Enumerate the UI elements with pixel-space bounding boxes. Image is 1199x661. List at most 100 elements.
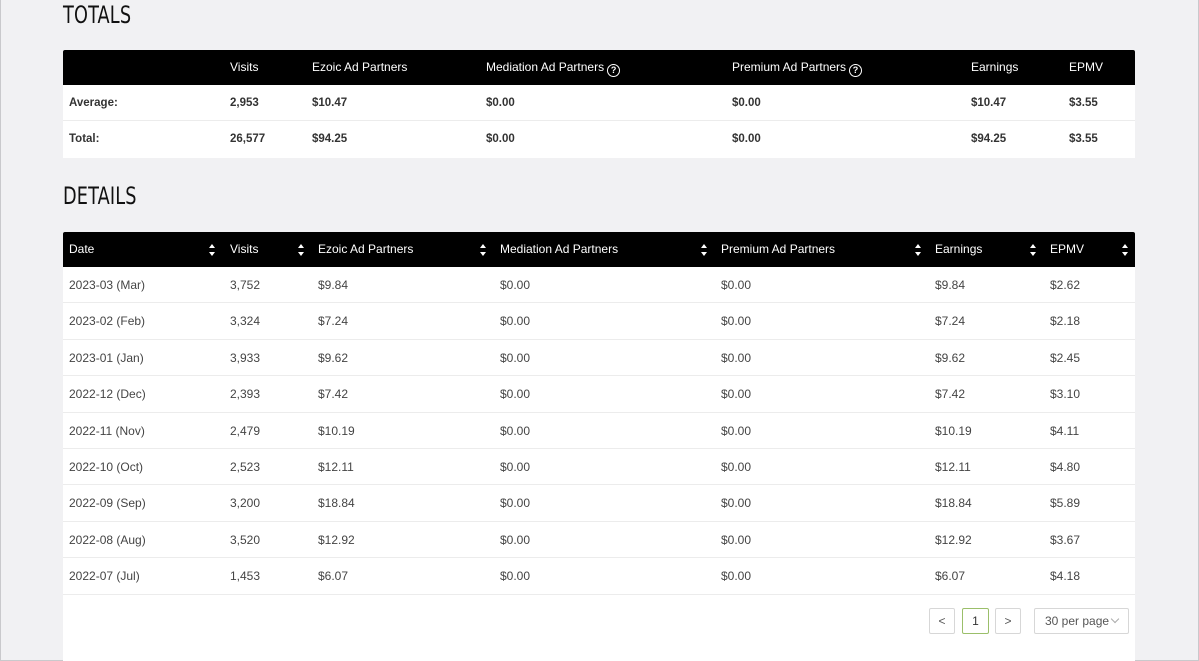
cell-mediation: $0.00 [500,532,531,547]
details-header-row: Date Visits Ezoic Ad Partners Mediation … [63,232,1135,267]
totals-cell: $0.00 [486,133,515,146]
cell-epmv: $2.62 [1050,278,1081,292]
totals-cell: $3.55 [1069,133,1098,146]
totals-table: Visits Ezoic Ad Partners Mediation Ad Pa… [63,50,1135,158]
cell-date: 2022-09 (Sep) [69,496,146,511]
cell-mediation: $0.00 [500,387,531,402]
cell-premium: $0.00 [721,569,752,584]
cell-premium: $0.00 [721,423,752,438]
totals-cell: $10.47 [971,97,1007,109]
totals-header-epmv: EPMV [1069,60,1104,74]
table-row: 2022-09 (Sep) 3,200 $18.84 $0.00 $0.00 $… [63,485,1135,522]
cell-ezoic: $12.11 [318,459,354,474]
cell-epmv: $2.18 [1050,314,1081,329]
per-page-select[interactable]: 30 per page [1034,608,1129,634]
cell-ezoic: $12.92 [318,532,355,547]
table-row: 2022-10 (Oct) 2,523 $12.11 $0.00 $0.00 $… [63,449,1135,486]
cell-premium: $0.00 [721,496,752,511]
cell-mediation: $0.00 [500,569,531,584]
table-row: 2023-01 (Jan) 3,933 $9.62 $0.00 $0.00 $9… [63,340,1135,377]
table-row: 2022-07 (Jul) 1,453 $6.07 $0.00 $0.00 $6… [63,558,1135,595]
details-header-date[interactable]: Date [69,242,95,256]
cell-earnings: $18.84 [935,496,972,511]
totals-cell: $10.47 [312,97,348,109]
cell-premium: $0.00 [721,278,752,292]
prev-page-button[interactable]: < [929,608,955,634]
totals-cell: Total: [69,133,100,146]
details-title: DETAILS [63,182,137,210]
sort-arrows-icon[interactable] [700,242,708,258]
details-header-premium[interactable]: Premium Ad Partners [721,242,836,256]
cell-date: 2022-08 (Aug) [69,532,146,547]
cell-premium: $0.00 [721,459,752,474]
cell-premium: $0.00 [721,350,752,365]
table-row: 2022-12 (Dec) 2,393 $7.42 $0.00 $0.00 $7… [63,376,1135,413]
cell-epmv: $4.80 [1050,459,1081,474]
cell-earnings: $7.24 [935,314,966,329]
details-header-visits[interactable]: Visits [230,242,259,256]
table-row: 2022-11 (Nov) 2,479 $10.19 $0.00 $0.00 $… [63,413,1135,449]
cell-earnings: $12.92 [935,532,972,547]
per-page-value: 30 per page [1045,614,1110,628]
cell-visits: 2,393 [230,387,261,402]
cell-visits: 3,324 [230,314,261,329]
cell-date: 2023-03 (Mar) [69,278,146,292]
cell-visits: 1,453 [230,569,261,584]
cell-date: 2022-11 (Nov) [69,423,145,438]
cell-earnings: $7.42 [935,387,966,402]
totals-cell: 26,577 [230,133,266,146]
details-header-epmv[interactable]: EPMV [1050,242,1085,256]
table-row: 2023-03 (Mar) 3,752 $9.84 $0.00 $0.00 $9… [63,267,1135,304]
totals-title: TOTALS [63,1,132,29]
sort-arrows-icon[interactable] [208,242,216,258]
cell-epmv: $3.10 [1050,387,1081,402]
totals-cell: $3.55 [1069,97,1098,109]
help-circle-icon[interactable]: ? [607,64,621,77]
totals-cell: 2,953 [230,97,259,109]
cell-mediation: $0.00 [500,496,531,511]
table-row: 2022-08 (Aug) 3,520 $12.92 $0.00 $0.00 $… [63,522,1135,559]
cell-epmv: $2.45 [1050,350,1081,365]
cell-epmv: $4.11 [1050,423,1080,438]
cell-premium: $0.00 [721,532,752,547]
cell-visits: 2,479 [230,423,261,438]
cell-date: 2023-01 (Jan) [69,350,144,365]
totals-cell: Average: [69,97,118,109]
cell-ezoic: $9.62 [318,350,349,365]
totals-header-earnings: Earnings [971,60,1019,74]
totals-header-ezoic: Ezoic Ad Partners [312,60,408,74]
totals-header-mediation-label: Mediation Ad Partners [486,60,605,74]
sort-arrows-icon[interactable] [1029,242,1037,258]
cell-premium: $0.00 [721,314,752,329]
cell-earnings: $9.62 [935,350,966,365]
cell-date: 2022-12 (Dec) [69,387,146,402]
cell-ezoic: $9.84 [318,278,349,292]
cell-mediation: $0.00 [500,278,531,292]
help-circle-icon[interactable]: ? [849,64,863,77]
cell-visits: 3,520 [230,532,261,547]
sort-arrows-icon[interactable] [297,242,305,258]
cell-mediation: $0.00 [500,314,531,329]
cell-visits: 3,200 [230,496,261,511]
cell-epmv: $4.18 [1050,569,1081,584]
cell-mediation: $0.00 [500,423,531,438]
cell-earnings: $9.84 [935,278,966,292]
details-header-mediation[interactable]: Mediation Ad Partners [500,242,619,256]
totals-cell: $94.25 [312,133,348,146]
page-1-button[interactable]: 1 [962,608,989,634]
next-page-button[interactable]: > [995,608,1021,634]
cell-earnings: $12.11 [935,459,971,474]
details-header-earnings[interactable]: Earnings [935,242,983,256]
cell-mediation: $0.00 [500,459,531,474]
cell-mediation: $0.00 [500,350,531,365]
cell-date: 2022-10 (Oct) [69,459,144,474]
totals-header-visits: Visits [230,60,259,74]
sort-arrows-icon[interactable] [1121,242,1129,258]
details-header-ezoic[interactable]: Ezoic Ad Partners [318,242,414,256]
totals-cell: $0.00 [486,97,515,109]
sort-arrows-icon[interactable] [479,242,487,258]
cell-earnings: $6.07 [935,569,966,584]
totals-header-row: Visits Ezoic Ad Partners Mediation Ad Pa… [63,50,1135,85]
sort-arrows-icon[interactable] [914,242,922,258]
table-row: 2023-02 (Feb) 3,324 $7.24 $0.00 $0.00 $7… [63,303,1135,340]
